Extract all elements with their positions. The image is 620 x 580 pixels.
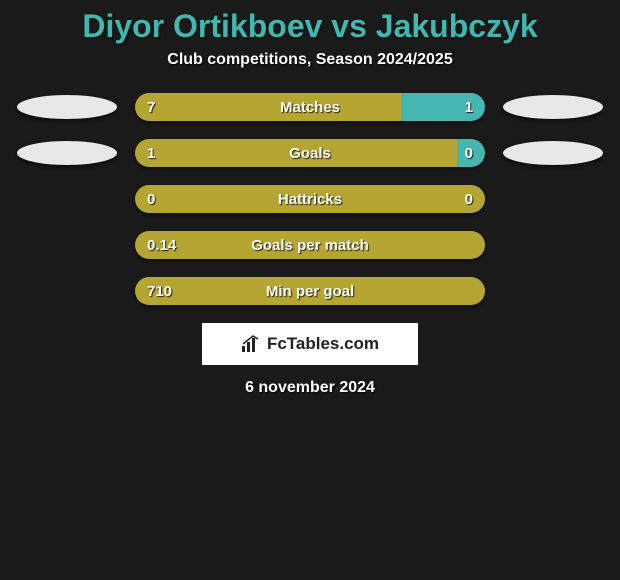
stat-bar: 00Hattricks [135,185,485,213]
comparison-subtitle: Club competitions, Season 2024/2025 [0,51,620,69]
player-flag-right [503,141,603,165]
stat-row: 00Hattricks [0,185,620,213]
stat-label: Goals per match [135,231,485,259]
stat-label: Hattricks [135,185,485,213]
stat-bar: 71Matches [135,93,485,121]
stat-bar: 0.14Goals per match [135,231,485,259]
stat-bar: 710Min per goal [135,277,485,305]
stat-row: 10Goals [0,139,620,167]
attribution-text: FcTables.com [267,334,379,354]
stat-row: 0.14Goals per match [0,231,620,259]
stat-row: 710Min per goal [0,277,620,305]
stat-label: Matches [135,93,485,121]
stat-bar: 10Goals [135,139,485,167]
chart-icon [241,335,261,353]
stat-rows: 71Matches 10Goals 00Hattricks 0.14Goals per… [0,93,620,305]
player-flag-left [17,141,117,165]
stat-label: Min per goal [135,277,485,305]
player-flag-left [17,95,117,119]
stat-row: 71Matches [0,93,620,121]
stat-label: Goals [135,139,485,167]
player-flag-right [503,95,603,119]
snapshot-date: 6 november 2024 [0,379,620,397]
attribution-box: FcTables.com [202,323,418,365]
comparison-title: Diyor Ortikboev vs Jakubczyk [0,0,620,51]
